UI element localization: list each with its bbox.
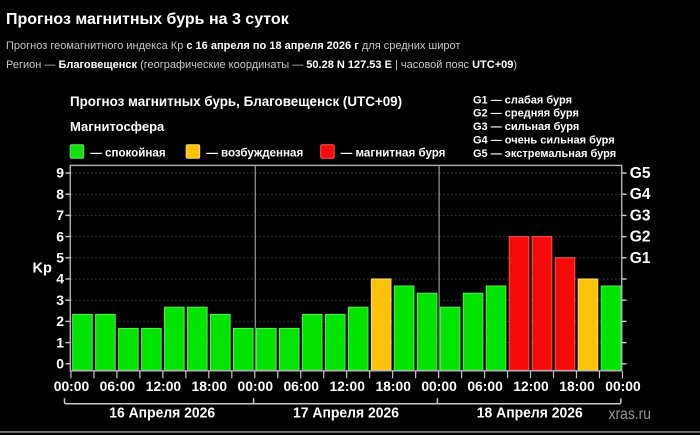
svg-text:— магнитная буря: — магнитная буря (341, 146, 446, 159)
svg-text:G3 — сильная буря: G3 — сильная буря (473, 121, 579, 133)
svg-text:00:00: 00:00 (54, 378, 90, 394)
svg-text:9: 9 (56, 165, 64, 181)
svg-text:xras.ru: xras.ru (609, 406, 652, 423)
svg-text:3: 3 (56, 292, 64, 308)
svg-text:18:00: 18:00 (192, 378, 228, 394)
svg-text:Прогноз магнитных бурь, Благов: Прогноз магнитных бурь, Благовещенск (UT… (70, 94, 402, 109)
svg-text:G1: G1 (630, 250, 651, 267)
svg-text:4: 4 (56, 271, 64, 287)
svg-text:17 Апреля 2026: 17 Апреля 2026 (293, 406, 399, 422)
svg-text:G2: G2 (630, 229, 651, 246)
svg-text:1: 1 (56, 334, 64, 350)
svg-text:18:00: 18:00 (559, 378, 595, 394)
svg-text:— возбужденная: — возбужденная (206, 146, 303, 159)
svg-text:G5 — экстремальная буря: G5 — экстремальная буря (473, 148, 616, 160)
svg-text:G4 — очень сильная буря: G4 — очень сильная буря (473, 135, 615, 147)
svg-text:G5: G5 (630, 165, 651, 182)
svg-text:06:00: 06:00 (100, 378, 136, 394)
svg-text:06:00: 06:00 (283, 378, 319, 394)
svg-text:5: 5 (56, 250, 64, 266)
svg-text:00:00: 00:00 (605, 378, 641, 394)
svg-text:12:00: 12:00 (513, 378, 549, 394)
svg-text:18:00: 18:00 (375, 378, 411, 394)
svg-text:Kp: Kp (33, 260, 52, 276)
svg-text:16 Апреля 2026: 16 Апреля 2026 (109, 406, 215, 422)
svg-text:G2 — средняя буря: G2 — средняя буря (473, 108, 579, 120)
svg-text:6: 6 (56, 228, 64, 244)
svg-text:G3: G3 (630, 207, 651, 224)
svg-text:06:00: 06:00 (467, 378, 503, 394)
svg-text:00:00: 00:00 (238, 378, 274, 394)
svg-text:12:00: 12:00 (329, 378, 365, 394)
svg-text:7: 7 (56, 207, 64, 223)
svg-text:Магнитосфера: Магнитосфера (70, 119, 165, 134)
svg-text:G1 — слабая буря: G1 — слабая буря (473, 94, 572, 106)
svg-text:18 Апреля 2026: 18 Апреля 2026 (477, 406, 583, 422)
svg-text:8: 8 (56, 186, 64, 202)
svg-text:00:00: 00:00 (421, 378, 457, 394)
svg-text:G4: G4 (630, 186, 651, 203)
svg-text:— спокойная: — спокойная (90, 146, 165, 159)
svg-text:2: 2 (56, 313, 64, 329)
svg-text:0: 0 (56, 356, 64, 372)
svg-text:12:00: 12:00 (146, 378, 182, 394)
